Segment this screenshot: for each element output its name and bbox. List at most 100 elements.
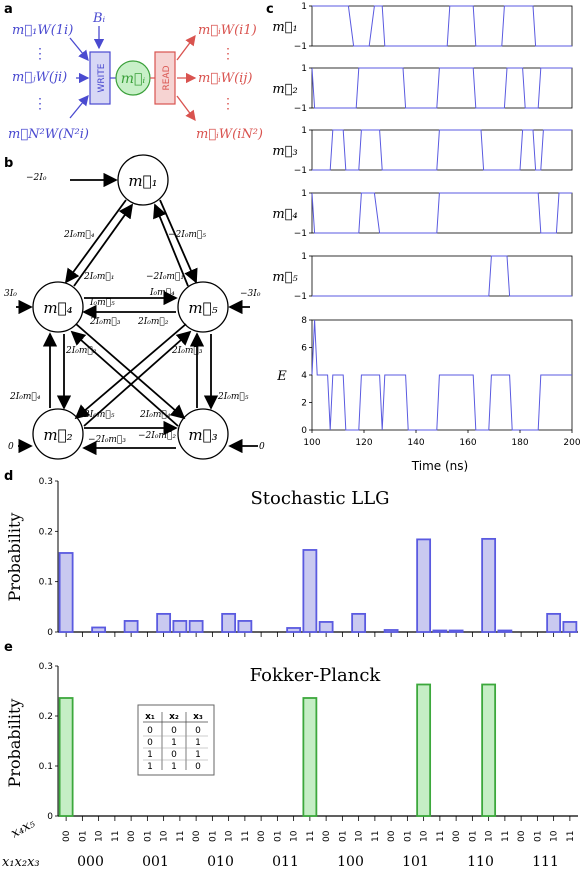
- x-inner-label: 11: [501, 831, 511, 842]
- edge-label-1: 2I₀m⃗₄: [63, 230, 95, 240]
- x-inner-label: 11: [371, 831, 381, 842]
- panel-d-bar: [302, 549, 318, 633]
- truth-cell: 0: [147, 726, 153, 736]
- x-outer-label: 011: [272, 854, 299, 870]
- x-inner-label: 11: [566, 831, 576, 842]
- panel-e-ytick: 0: [47, 812, 53, 822]
- edge-m3-m4: [70, 330, 179, 427]
- panel-e-title: Fokker-Planck: [250, 665, 382, 686]
- edge-label-8: 2I₀m⃗₂: [137, 317, 169, 327]
- edge-label-14: 2I₀m⃗₄: [139, 410, 171, 420]
- panel-d-ytick: 0.1: [39, 578, 53, 588]
- trace-ytick-0: 1: [301, 2, 307, 12]
- panel-e-bar: [416, 683, 432, 817]
- trace-ytick-1: 1: [301, 64, 307, 74]
- panel-a-schematic: m⃗₁W(1i) ⋮ m⃗ⱼW(ji) ⋮ m⃗N²W(N²i) Bᵢ WRIT…: [8, 11, 263, 142]
- panel-d-title: Stochastic LLG: [250, 488, 389, 509]
- time-xtick: 120: [355, 438, 372, 448]
- truth-cell: 1: [147, 750, 153, 760]
- panel-e-ytick: 0.1: [39, 762, 53, 772]
- x-inner-label: 00: [452, 830, 462, 842]
- edge-label-13: 2I₀m⃗₅: [83, 410, 115, 420]
- x-inner-label: 00: [192, 830, 202, 842]
- trace-label-1: m⃗₂: [272, 82, 297, 97]
- input-ellipsis-2: ⋮: [33, 96, 47, 112]
- x-outer-label: 100: [337, 854, 364, 870]
- edge-label-7: 2I₀m⃗₃: [89, 317, 121, 327]
- x-inner-label: 10: [160, 830, 170, 842]
- truth-cell: 0: [171, 726, 177, 736]
- output-label-2: m⃗ᵢW(ij): [198, 71, 252, 86]
- panel-d-bar: [123, 620, 139, 633]
- bias-label-m2: 0: [8, 442, 14, 452]
- edge-m1-m5: [159, 199, 198, 284]
- truth-cell: 1: [195, 738, 201, 748]
- output-arrow-1: [176, 34, 196, 61]
- panel-label-a: a: [4, 2, 13, 17]
- output-arrow-3: [176, 95, 196, 122]
- panel-d-ytick: 0.2: [39, 527, 53, 537]
- trace-ytick-0: −1: [294, 42, 307, 52]
- trace-ytick-4: −1: [294, 292, 307, 302]
- trace-ytick-2: 1: [301, 126, 307, 136]
- x-inner-label: 01: [338, 831, 348, 842]
- x-outer-label: 111: [532, 854, 559, 870]
- read-box: [154, 51, 176, 105]
- trace-label-2: m⃗₃: [272, 144, 297, 159]
- trace-ytick-4: 1: [301, 252, 307, 262]
- trace-label-4: m⃗₅: [272, 270, 298, 285]
- trace-line-0: [312, 5, 572, 47]
- panel-d-bar: [221, 612, 237, 633]
- truth-cell: 1: [171, 762, 177, 772]
- x-inner-label: 10: [225, 830, 235, 842]
- node-label-m3: m⃗₃: [188, 426, 217, 444]
- x-outer-label: 101: [402, 854, 429, 870]
- trace-line-2: [312, 129, 572, 171]
- x-inner-label: 01: [468, 831, 478, 842]
- edge-label-2: −2I₀m⃗₅: [168, 230, 206, 240]
- edge-label-10: 2I₀m⃗₃: [171, 346, 203, 356]
- panel-label-e: e: [4, 640, 13, 655]
- trace-line-5: [311, 319, 572, 431]
- trace-axes-1: [311, 67, 573, 109]
- trace-label-5: E: [276, 369, 287, 384]
- trace-axes-3: [311, 192, 573, 234]
- x-outer-label: 010: [207, 854, 234, 870]
- x-inner-label: 10: [550, 830, 560, 842]
- write-label: WRITE: [97, 63, 107, 92]
- x-axis-category-labels: 00 01 10 11 00 01 10 11 00 01 10 11 00 01 10 11 00 01 10 11…: [62, 830, 576, 870]
- network-node-m5: [177, 281, 229, 333]
- time-xtick: 140: [407, 438, 424, 448]
- x-inner-label: 10: [290, 830, 300, 842]
- panel-label-c: c: [266, 2, 274, 17]
- trace-line-3: [311, 192, 572, 234]
- edge-label-12: 2I₀m⃗₅: [217, 392, 249, 402]
- truth-cell: 0: [147, 738, 153, 748]
- panel-d-ytick: 0: [47, 628, 53, 638]
- panel-d-bar: [91, 626, 107, 633]
- x-axis-inner-name: x₄x₅: [9, 816, 39, 842]
- panel-d-bar: [58, 552, 74, 633]
- x-inner-label: 00: [62, 830, 72, 842]
- trace-label-0: m⃗₁: [272, 20, 297, 35]
- bias-label-m1: −2I₀: [26, 173, 47, 183]
- edge-label-3: 2I₀m⃗₁: [83, 272, 114, 282]
- edge-m2-m5: [83, 330, 192, 427]
- truth-cell: 0: [171, 750, 177, 760]
- panel-label-b: b: [4, 156, 13, 171]
- panel-d-ylabel: Probability: [5, 513, 24, 602]
- panel-e-bar-chart: 0 0.1 0.2 0.3: [39, 662, 578, 822]
- truth-cell: 1: [147, 762, 153, 772]
- edge-label-6: I₀m⃗₄: [149, 288, 175, 298]
- trace-ytick-3: −1: [294, 229, 307, 239]
- panel-d-bar: [497, 629, 513, 633]
- panel-d-bar: [172, 620, 188, 633]
- x-inner-label: 11: [436, 831, 446, 842]
- network-node-m3: [177, 408, 229, 460]
- truth-header-x2: x₂: [169, 712, 179, 722]
- x-outer-label: 001: [142, 854, 169, 870]
- edge-m5-m1: [153, 203, 189, 287]
- bias-label-m5: −3I₀: [240, 289, 261, 299]
- edge-m4-m1: [73, 203, 134, 287]
- trace-line-1: [311, 67, 572, 109]
